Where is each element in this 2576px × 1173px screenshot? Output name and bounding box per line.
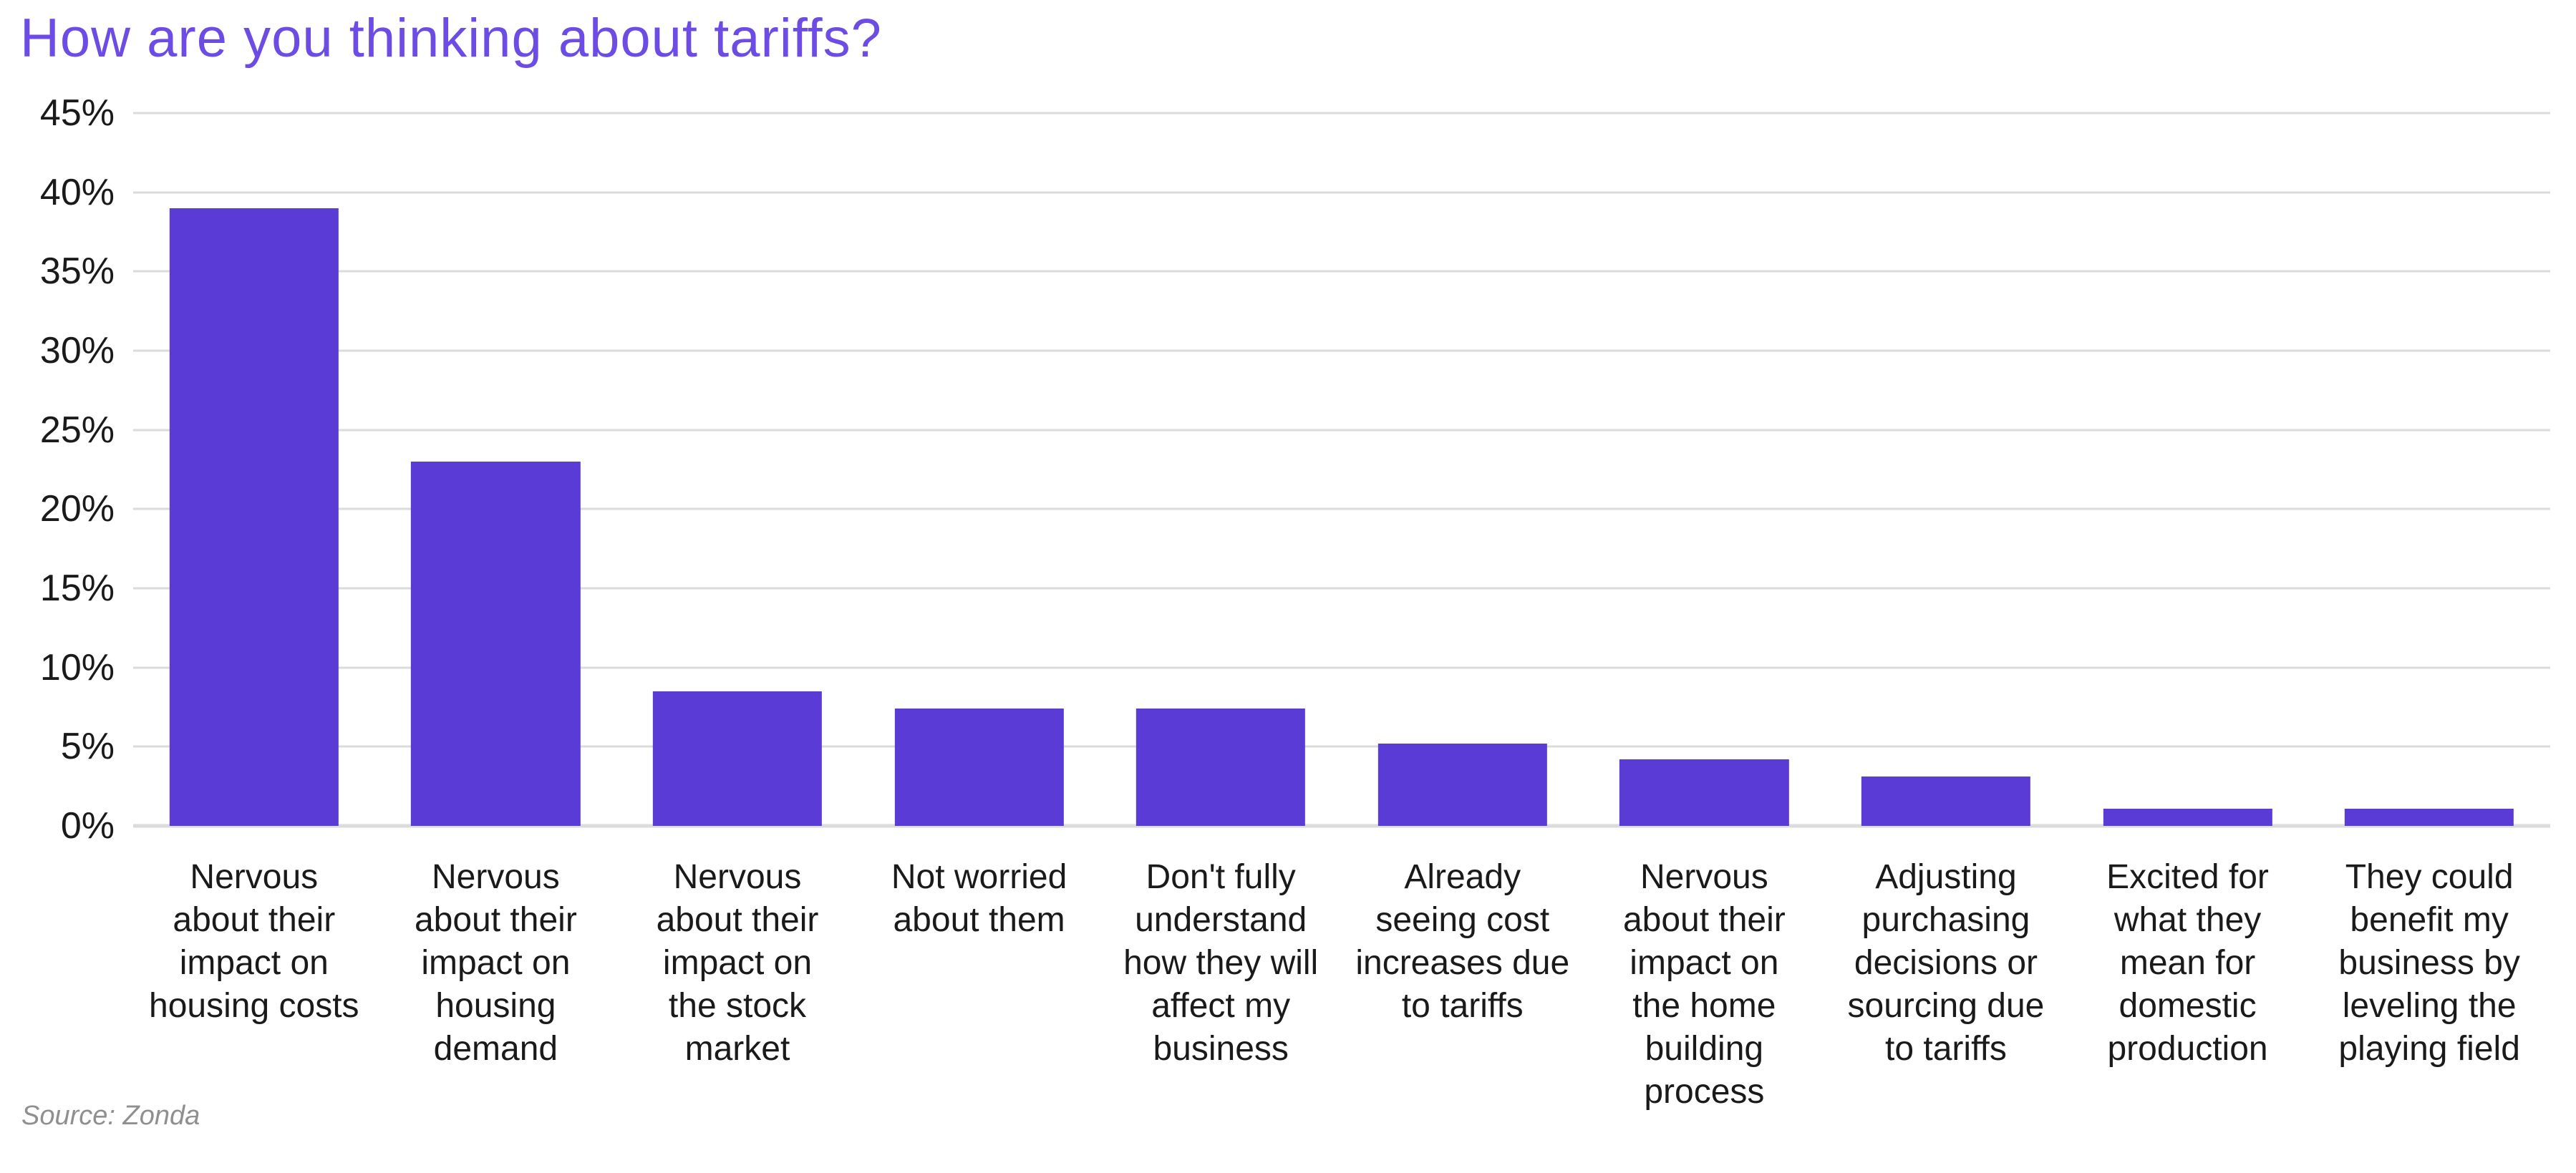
- gridline: [133, 191, 2550, 194]
- y-tick-label: 25%: [39, 409, 115, 451]
- bar: [411, 461, 581, 826]
- bar: [1136, 709, 1306, 826]
- x-tick-slot: Already seeing cost increases due to tar…: [1342, 856, 1584, 1114]
- gridline: [133, 507, 2550, 510]
- y-tick-label: 5%: [60, 726, 115, 768]
- x-tick-slot: Nervous about their impact on the home b…: [1584, 856, 1826, 1114]
- y-tick-label: 10%: [39, 646, 115, 688]
- gridline: [133, 429, 2550, 432]
- x-tick-label: Nervous about their impact on the home b…: [1622, 858, 1786, 1111]
- bar-series: [133, 113, 2550, 826]
- bar: [2344, 808, 2514, 826]
- bar-slot: [375, 113, 617, 826]
- bar: [652, 691, 823, 826]
- bar-slot: [858, 113, 1100, 826]
- bar-slot: [2067, 113, 2309, 826]
- bar: [894, 709, 1064, 826]
- gridlines: 0% 5% 10% 15% 20% 25% 30% 35% 40% 45%: [40, 92, 2550, 847]
- x-tick-label: Nervous about their impact on housing co…: [149, 858, 359, 1025]
- bar: [1861, 777, 2031, 826]
- y-tick-label: 20%: [39, 488, 115, 530]
- y-tick-label: 45%: [39, 92, 115, 134]
- bar: [2103, 808, 2272, 826]
- x-tick-slot: Nervous about their impact on housing co…: [133, 856, 375, 1114]
- source-note: Source: Zonda: [21, 1101, 200, 1131]
- bar-slot: [1100, 113, 1342, 826]
- x-tick-label: Don't fully understand how they will aff…: [1123, 858, 1319, 1068]
- bar-slot: [133, 113, 375, 826]
- bar-slot: [616, 113, 858, 826]
- bar-slot: [2308, 113, 2550, 826]
- x-tick-label: They could benefit my business by leveli…: [2338, 858, 2520, 1068]
- chart-title: How are you thinking about tariffs?: [20, 8, 882, 69]
- x-tick-slot: They could benefit my business by leveli…: [2308, 856, 2550, 1114]
- y-tick-label: 15%: [39, 568, 115, 609]
- gridline: [133, 587, 2550, 590]
- y-tick-label: 40%: [39, 171, 115, 213]
- x-tick-slot: Don't fully understand how they will aff…: [1100, 856, 1342, 1114]
- y-tick-label: 30%: [39, 330, 115, 371]
- y-tick-label: 0%: [60, 805, 115, 847]
- x-tick-label: Adjusting purchasing decisions or sourci…: [1847, 858, 2045, 1068]
- gridline: [133, 745, 2550, 748]
- x-tick-slot: Not worried about them: [858, 856, 1100, 1114]
- x-axis-labels: Nervous about their impact on housing co…: [133, 856, 2550, 1114]
- gridline: [133, 270, 2550, 273]
- gridline: [133, 349, 2550, 352]
- x-tick-label: Nervous about their impact on the stock …: [656, 858, 819, 1068]
- plot-area: 0% 5% 10% 15% 20% 25% 30% 35% 40% 45% Nervous abo…: [40, 92, 2550, 1111]
- bar: [169, 208, 339, 826]
- bar-slot: [1342, 113, 1584, 826]
- x-tick-label: Not worried about them: [891, 858, 1067, 939]
- x-tick-label: Already seeing cost increases due to tar…: [1355, 858, 1570, 1025]
- x-tick-label: Excited for what they mean for domestic …: [2106, 858, 2269, 1068]
- x-tick-slot: Nervous about their impact on housing de…: [375, 856, 617, 1114]
- gridline: [133, 112, 2550, 115]
- gridline: [133, 666, 2550, 669]
- bar-slot: [1825, 113, 2067, 826]
- x-tick-label: Nervous about their impact on housing de…: [414, 858, 577, 1068]
- x-tick-slot: Adjusting purchasing decisions or sourci…: [1825, 856, 2067, 1114]
- x-tick-slot: Nervous about their impact on the stock …: [616, 856, 858, 1114]
- y-tick-label: 35%: [39, 250, 115, 293]
- bar-slot: [1584, 113, 1826, 826]
- x-tick-slot: Excited for what they mean for domestic …: [2067, 856, 2309, 1114]
- bar: [1619, 759, 1789, 826]
- bar: [1377, 743, 1547, 826]
- gridline: [133, 824, 2550, 828]
